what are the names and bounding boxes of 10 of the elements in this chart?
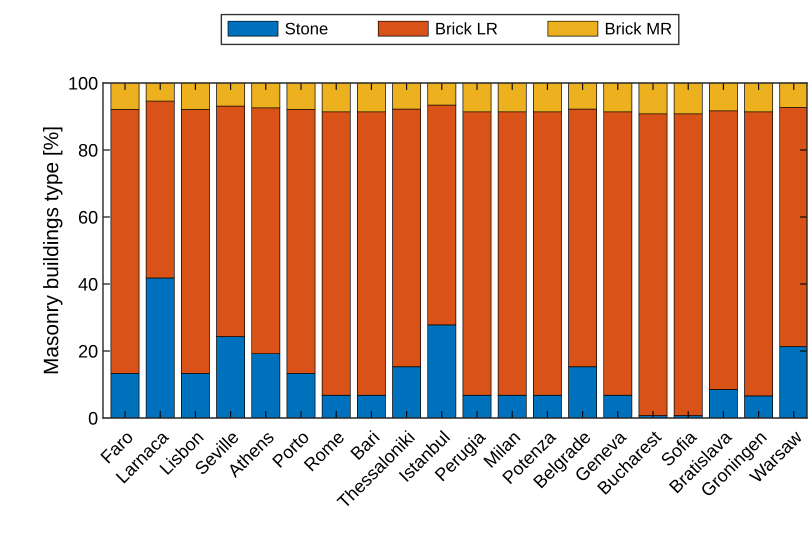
y-tick-label: 60 bbox=[78, 210, 98, 224]
y-tick-label: 100 bbox=[69, 76, 98, 90]
legend-label: Stone bbox=[285, 22, 328, 35]
y-axis-title: Masonry buildings type [%] bbox=[43, 127, 62, 374]
legend-label: Brick LR bbox=[436, 22, 498, 35]
legend-label: Brick MR bbox=[606, 22, 672, 35]
y-tick-label: 0 bbox=[88, 412, 98, 425]
y-tick-label: 80 bbox=[78, 144, 98, 157]
y-tick-label: 40 bbox=[78, 278, 98, 291]
y-tick-label: 20 bbox=[78, 344, 98, 358]
